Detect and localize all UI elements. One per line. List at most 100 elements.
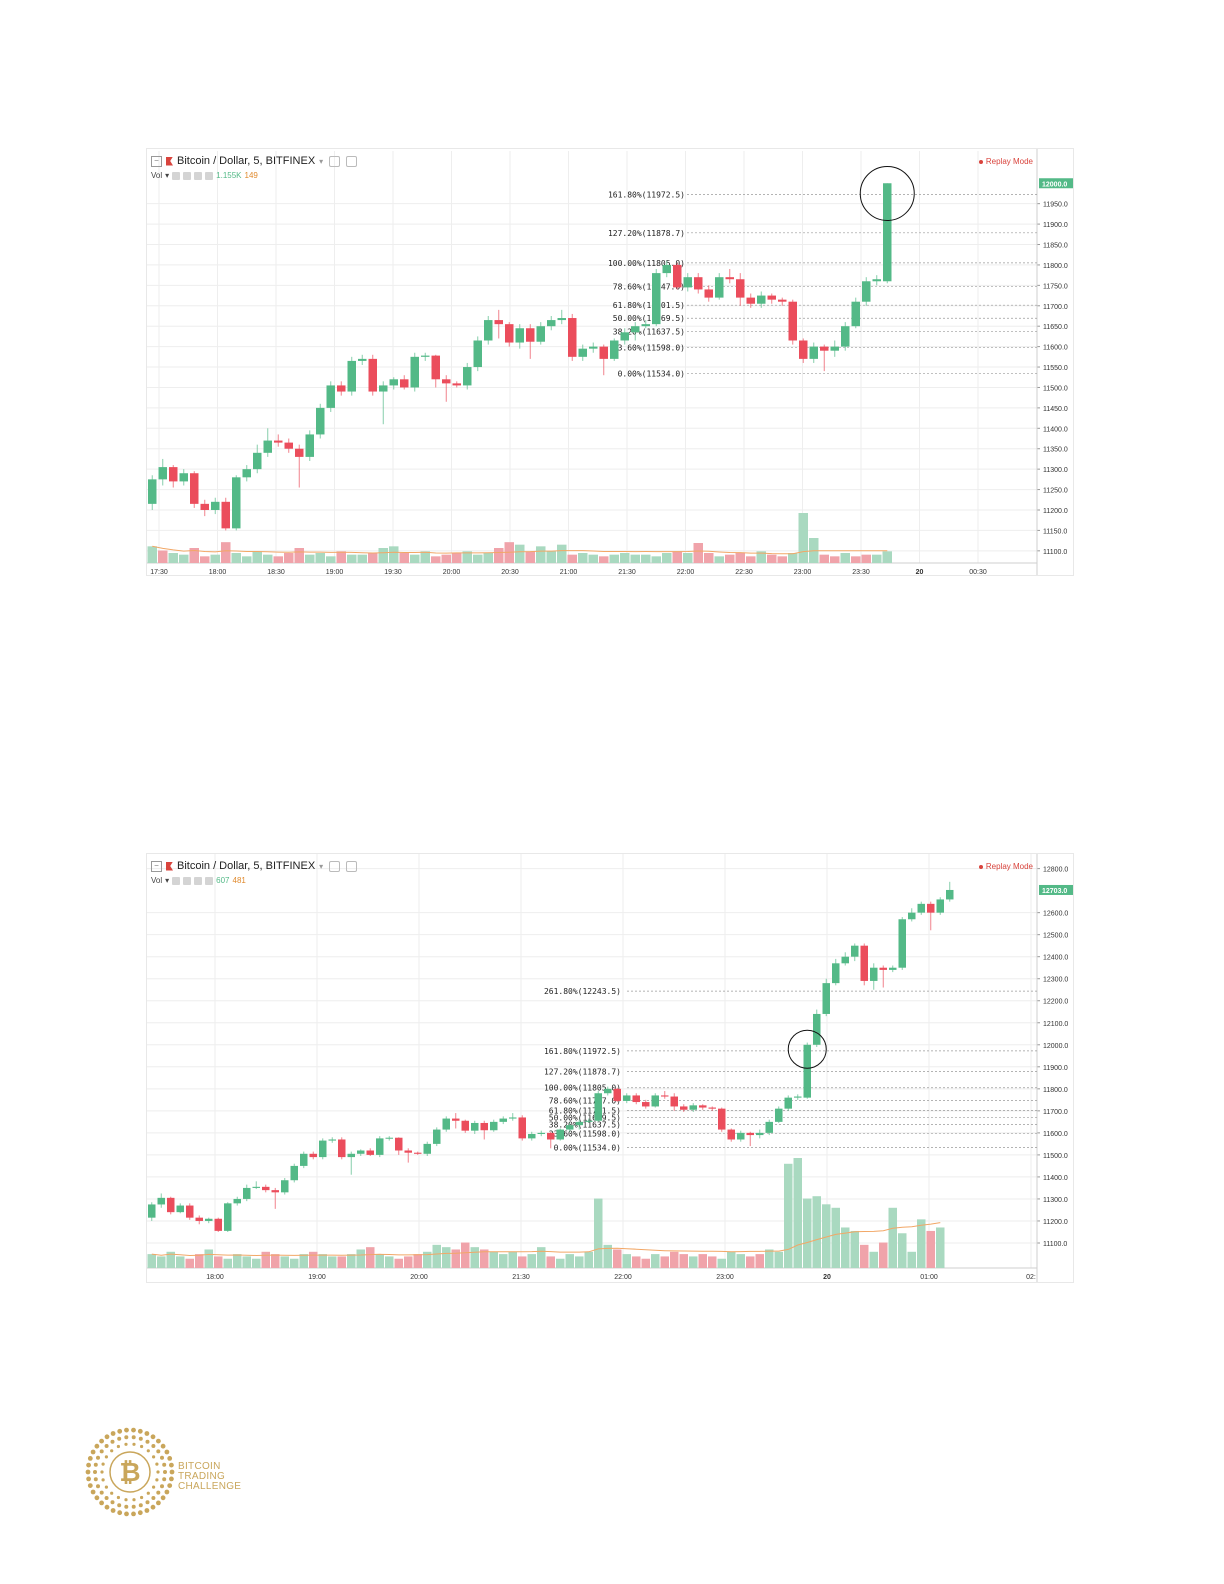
close-icon[interactable]	[205, 171, 214, 180]
y-tick-label: 11100.0	[1043, 549, 1067, 556]
volume-bar	[410, 554, 420, 563]
bitfinex-logo-icon	[166, 156, 173, 166]
fib-level-label: 78.60%(11747.0)	[549, 1097, 621, 1106]
candle-body	[148, 479, 157, 504]
eye-icon[interactable]	[172, 171, 181, 180]
candle-body	[290, 1165, 298, 1181]
volume-bar	[375, 1254, 384, 1268]
eye-icon[interactable]	[172, 876, 181, 885]
logo-dot	[96, 1484, 100, 1489]
volume-bar	[831, 1207, 840, 1268]
logo-dot	[101, 1478, 105, 1482]
candle-body	[414, 1152, 422, 1154]
symbol-title[interactable]: Bitcoin / Dollar, 5, BITFINEX	[177, 155, 316, 167]
volume-bar	[431, 556, 441, 563]
logo-dot	[156, 1500, 161, 1506]
candlestick-chart-2[interactable]: 12800.0 12600.0 12500.0 12400.0 12300.0 12200…	[147, 854, 1073, 1282]
logo-dot	[85, 1469, 91, 1475]
volume-bar	[793, 1158, 802, 1268]
logo-dot	[90, 1489, 96, 1495]
settings-icon[interactable]	[346, 155, 358, 167]
candle-body	[452, 383, 461, 386]
candle-body	[680, 1106, 688, 1110]
logo-dot	[160, 1443, 166, 1449]
volume-ma-line	[152, 545, 888, 555]
chart-panel-1: 11950.0 11900.0 11850.0 11800.0 11750.0 11700…	[146, 148, 1074, 576]
collapse-icon[interactable]: −	[151, 860, 162, 872]
candle-body	[461, 1120, 469, 1131]
volume-bar	[819, 554, 829, 563]
candle-body	[509, 1117, 517, 1119]
volume-bar	[473, 554, 483, 563]
chevron-down-icon[interactable]: ▾	[165, 876, 170, 885]
chevron-down-icon[interactable]: ▾	[319, 156, 324, 166]
plus-icon[interactable]	[194, 171, 203, 180]
logo-dot	[169, 1469, 175, 1475]
volume-bar	[830, 556, 840, 563]
candle-body	[725, 277, 734, 280]
logo-dot	[131, 1435, 136, 1440]
candlestick-chart-1[interactable]: 11950.0 11900.0 11850.0 11800.0 11750.0 11700…	[147, 149, 1073, 575]
logo-dot	[162, 1462, 167, 1467]
candle-body	[232, 477, 241, 529]
candle-body	[898, 919, 906, 968]
fib-level-label: 78.60%(11747.0)	[613, 283, 685, 292]
logo-dot	[117, 1428, 123, 1434]
logo-dot	[124, 1504, 129, 1509]
candle-body	[599, 346, 608, 359]
close-icon[interactable]	[205, 876, 214, 885]
visibility-icon[interactable]	[329, 860, 341, 872]
x-tick-label: 23:30	[852, 569, 870, 575]
volume-bar	[537, 1247, 546, 1268]
candle-body	[233, 1198, 241, 1204]
logo-dot	[155, 1478, 159, 1482]
settings-icon[interactable]	[183, 171, 192, 180]
volume-bar	[284, 553, 294, 563]
volume-bar	[861, 554, 871, 563]
candle-body	[575, 1121, 583, 1126]
volume-bar	[546, 551, 556, 563]
candle-body	[148, 1204, 156, 1218]
candle-body	[357, 1150, 365, 1154]
vol-label[interactable]: Vol	[151, 171, 163, 180]
y-tick-label: 11750.0	[1043, 283, 1068, 290]
candle-body	[490, 1121, 498, 1131]
volume-bar	[812, 1196, 821, 1268]
plus-icon[interactable]	[194, 876, 203, 885]
vol-label[interactable]: Vol	[151, 876, 163, 885]
logo-dot	[110, 1439, 115, 1444]
replay-mode-indicator[interactable]: Replay Mode	[978, 157, 1033, 166]
volume-bar	[803, 1198, 812, 1268]
collapse-icon[interactable]: −	[151, 155, 162, 167]
x-tick-label: 23:00	[716, 1274, 734, 1281]
volume-bar	[305, 554, 315, 563]
volume-bar	[404, 1256, 413, 1268]
candle-body	[566, 1125, 574, 1130]
settings-icon[interactable]	[183, 876, 192, 885]
replay-mode-indicator[interactable]: Replay Mode	[978, 862, 1033, 871]
fib-level-label: 0.00%(11534.0)	[554, 1143, 621, 1152]
volume-bar	[888, 1207, 897, 1268]
volume-bar	[660, 1256, 669, 1268]
fib-level-label: 61.80%(11701.5)	[613, 301, 685, 310]
volume-bar	[336, 551, 346, 563]
volume-bar	[672, 551, 682, 563]
candle-body	[379, 385, 388, 392]
candle-body	[632, 1095, 640, 1103]
logo-dot	[104, 1485, 108, 1489]
volume-bar	[872, 554, 882, 563]
symbol-title[interactable]: Bitcoin / Dollar, 5, BITFINEX	[177, 860, 316, 872]
candle-body	[822, 983, 830, 1014]
chevron-down-icon[interactable]: ▾	[165, 171, 170, 180]
fib-level-label: 100.00%(11805.0)	[544, 1084, 621, 1093]
settings-icon[interactable]	[346, 860, 358, 872]
volume-bar	[147, 546, 157, 563]
x-tick-label: 18:00	[206, 1274, 224, 1281]
candle-body	[778, 299, 787, 302]
visibility-icon[interactable]	[329, 155, 341, 167]
volume-bar	[261, 1251, 270, 1268]
chevron-down-icon[interactable]: ▾	[319, 861, 324, 871]
logo-dot	[145, 1439, 150, 1444]
volume-bar	[841, 1227, 850, 1268]
volume-bar	[594, 1198, 603, 1268]
